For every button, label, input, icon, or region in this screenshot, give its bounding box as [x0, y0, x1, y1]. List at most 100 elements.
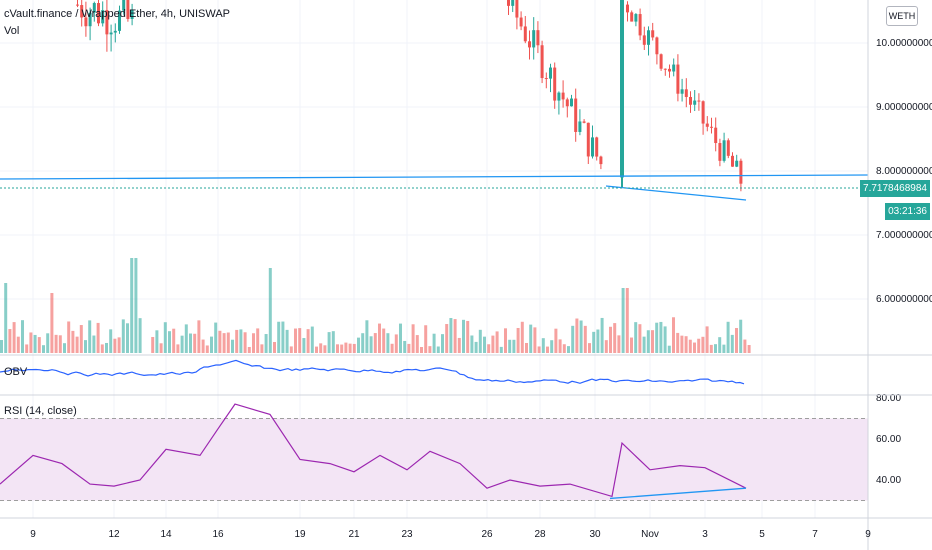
volume-bar — [33, 334, 37, 353]
volume-bar — [25, 344, 29, 353]
volume-bar — [697, 338, 701, 353]
volume-bar — [168, 331, 171, 353]
volume-bar — [226, 332, 230, 353]
candle-body — [659, 54, 663, 69]
volume-bar — [663, 326, 667, 353]
rsi-tick-label: 40.00 — [876, 475, 901, 486]
volume-bar — [739, 319, 743, 353]
time-tick-label: 12 — [108, 529, 120, 540]
volume-bar — [361, 333, 365, 353]
candle-body — [122, 0, 126, 11]
volume-bar — [596, 329, 600, 353]
volume-bar — [579, 320, 583, 353]
candle-spike-body — [620, 0, 624, 178]
candle-body — [561, 92, 565, 100]
volume-bar — [730, 334, 734, 353]
volume-bar — [646, 330, 650, 353]
volume-bar — [466, 320, 470, 353]
volume-bar — [436, 346, 440, 353]
volume-bar — [613, 323, 617, 353]
time-tick-label: 9 — [30, 529, 36, 540]
volume-bar — [205, 345, 209, 353]
volume-bar — [121, 319, 125, 353]
volume-bar — [268, 268, 272, 353]
volume-bar — [667, 345, 671, 353]
candle-body — [101, 10, 105, 24]
volume-bar — [403, 340, 407, 353]
volume-bar — [117, 337, 121, 353]
volume-bar — [180, 335, 184, 353]
candle-body — [689, 96, 692, 105]
candle-body — [599, 156, 603, 165]
volume-bar — [16, 336, 20, 353]
volume-bar — [193, 333, 197, 353]
volume-bar — [386, 333, 390, 353]
volume-bar — [428, 346, 432, 353]
time-tick-label: 23 — [401, 529, 413, 540]
volume-bar — [449, 318, 453, 353]
volume-bar — [399, 323, 402, 353]
volume-bar — [630, 337, 633, 353]
volume-bar — [600, 317, 604, 353]
candle-body — [565, 99, 569, 107]
volume-bar — [722, 344, 726, 353]
candle-body — [672, 64, 676, 72]
volume-bar — [365, 320, 369, 353]
volume-bar — [411, 324, 415, 353]
volume-bar — [214, 322, 218, 353]
volume-bar — [218, 330, 222, 353]
volume-bar — [420, 346, 423, 353]
price-tick-label: 10.0000000000 — [876, 38, 932, 49]
volume-bar — [79, 325, 83, 353]
volume-bar — [302, 338, 306, 353]
countdown-tag: 03:21:36 — [885, 203, 930, 220]
candle-body — [680, 89, 684, 94]
candle-body — [701, 101, 705, 124]
volume-bar — [201, 339, 205, 353]
candle-body — [731, 155, 734, 167]
volume-bars — [0, 258, 751, 353]
candle-body — [130, 10, 134, 19]
candle-body — [697, 100, 701, 102]
volume-bar — [323, 345, 327, 353]
volume-bar — [688, 339, 692, 353]
volume-bar — [172, 328, 176, 353]
candle-body — [515, 0, 519, 18]
volume-bar — [516, 327, 520, 353]
volume-bar — [310, 326, 314, 353]
volume-bar — [478, 329, 482, 353]
candle-body — [118, 10, 121, 31]
currency-unit-button[interactable]: WETH — [886, 6, 918, 26]
volume-bar — [243, 332, 247, 353]
volume-bar — [617, 335, 621, 353]
volume-bar — [96, 322, 100, 353]
volume-bar — [84, 340, 87, 353]
volume-bar — [0, 340, 3, 353]
volume-bar — [58, 335, 62, 353]
volume-bar — [462, 319, 465, 353]
volume-bar — [441, 334, 444, 353]
volume-bar — [369, 336, 373, 353]
volume-bar — [189, 333, 192, 353]
candle-body — [693, 100, 697, 105]
volume-bar — [588, 343, 591, 353]
candle-body — [76, 4, 79, 6]
time-tick-label: 7 — [812, 529, 818, 540]
volume-bar — [625, 288, 629, 353]
candle-body — [684, 89, 688, 97]
price-tick-label: 8.0000000000 — [876, 166, 932, 177]
candle-body — [630, 12, 634, 22]
volume-bar — [327, 332, 331, 353]
volume-bar — [567, 346, 570, 353]
volume-bar — [407, 343, 411, 353]
volume-bar — [693, 342, 696, 353]
volume-bar — [655, 322, 659, 353]
volume-bar — [499, 346, 503, 353]
rsi-tick-label: 60.00 — [876, 434, 901, 445]
volume-bar — [583, 325, 587, 353]
volume-bar — [676, 332, 680, 353]
volume-bar — [718, 337, 722, 353]
volume-bar — [432, 333, 436, 353]
candle-body — [84, 17, 88, 27]
candle-body — [726, 140, 730, 156]
